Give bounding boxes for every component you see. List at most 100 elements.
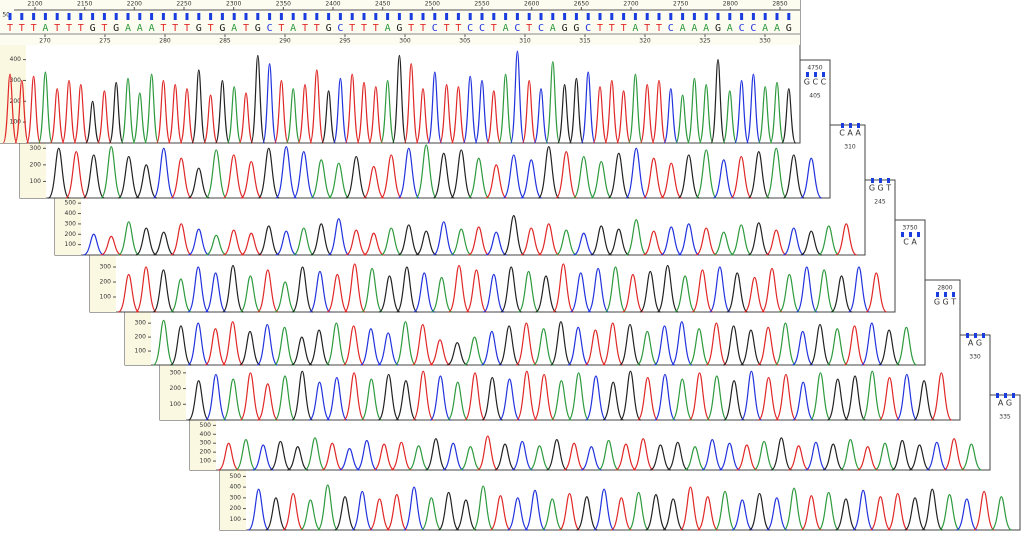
- base-call: T: [597, 23, 603, 34]
- y-tick-label: 500: [230, 473, 242, 480]
- peak: [730, 224, 752, 256]
- peak: [642, 157, 665, 199]
- peak: [258, 225, 280, 256]
- peak: [557, 84, 572, 144]
- peak: [256, 269, 279, 313]
- quality-bar: [421, 13, 425, 20]
- peak: [535, 275, 557, 313]
- peak: [118, 273, 140, 313]
- peak: [351, 490, 373, 531]
- peak: [662, 498, 684, 531]
- base-call: T: [7, 23, 13, 34]
- peak: [108, 81, 124, 144]
- peak: [830, 275, 853, 313]
- quality-bar: [350, 13, 354, 20]
- quality-bar: [728, 13, 732, 20]
- quality-bar: [150, 13, 154, 20]
- y-tick-label: 200: [10, 98, 22, 105]
- peak: [334, 496, 356, 531]
- peak: [550, 321, 572, 366]
- peak: [468, 226, 490, 256]
- quality-bar: [468, 13, 472, 20]
- quality-bar: [20, 13, 24, 20]
- base-call: C: [585, 23, 591, 34]
- quality-bar: [849, 123, 852, 128]
- peak: [439, 84, 454, 144]
- base-call: A: [149, 23, 155, 34]
- tab-label: 330: [969, 354, 981, 361]
- peak: [601, 322, 624, 366]
- peak: [429, 339, 451, 366]
- quality-bar: [480, 13, 484, 20]
- peak: [82, 154, 105, 199]
- peak: [120, 77, 136, 144]
- peak: [765, 147, 788, 199]
- peak: [85, 100, 100, 144]
- base-call: C: [514, 23, 520, 34]
- y-tick-label: 400: [10, 56, 22, 63]
- y-tick-label: 300: [135, 320, 147, 327]
- peak: [412, 370, 435, 421]
- peak: [563, 442, 585, 471]
- tab-label: G G T: [869, 184, 891, 193]
- peak: [679, 486, 702, 531]
- peak: [343, 372, 365, 421]
- y-tick-label: 100: [10, 119, 22, 126]
- quality-bar: [917, 232, 920, 237]
- peak: [464, 372, 486, 421]
- peak: [187, 322, 210, 366]
- base-call: T: [278, 23, 284, 34]
- y-tick-label: 300: [170, 369, 182, 376]
- peak: [265, 497, 287, 531]
- peak: [619, 323, 641, 366]
- y-tick-label: 100: [100, 294, 112, 301]
- quality-bar: [996, 393, 999, 398]
- peak: [593, 488, 615, 531]
- peak: [765, 229, 787, 256]
- peak: [343, 263, 366, 313]
- peak: [660, 162, 682, 199]
- peak: [656, 264, 679, 313]
- peak: [723, 380, 745, 421]
- y-tick-label: 200: [135, 334, 147, 341]
- quality-bar: [814, 72, 817, 77]
- y-tick-label: 300: [30, 145, 42, 152]
- peak: [524, 489, 546, 531]
- peak: [639, 84, 655, 144]
- peak: [677, 154, 700, 199]
- peak: [909, 444, 931, 471]
- peak: [520, 227, 542, 256]
- peak: [153, 231, 175, 256]
- y-tick-label: 400: [65, 210, 77, 217]
- peak: [2, 73, 18, 144]
- peak: [222, 378, 245, 421]
- base-call: T: [66, 23, 72, 34]
- peak: [239, 275, 262, 313]
- peak: [678, 223, 700, 256]
- quality-bar: [32, 13, 36, 20]
- scan-tick-label: 2300: [226, 1, 241, 8]
- peak: [483, 273, 505, 313]
- tab-label: G C C: [804, 78, 827, 87]
- peak: [386, 494, 408, 531]
- peak: [38, 71, 53, 144]
- peak: [411, 323, 434, 366]
- peak: [515, 322, 538, 366]
- position-tick-label: 305: [459, 38, 471, 45]
- peak: [287, 446, 309, 471]
- peak: [778, 273, 801, 313]
- tab-label: 4750: [807, 65, 822, 72]
- peak: [610, 497, 632, 531]
- base-call: T: [420, 23, 426, 34]
- peak: [274, 281, 296, 313]
- peak: [377, 332, 399, 366]
- peak: [135, 164, 157, 199]
- base-call: G: [326, 23, 332, 34]
- peak: [14, 79, 30, 144]
- peak: [502, 215, 525, 256]
- quality-bar: [173, 13, 177, 20]
- peak: [459, 446, 481, 471]
- quality-bar: [645, 13, 649, 20]
- y-tick-label: 300: [230, 494, 242, 501]
- peak: [769, 81, 785, 144]
